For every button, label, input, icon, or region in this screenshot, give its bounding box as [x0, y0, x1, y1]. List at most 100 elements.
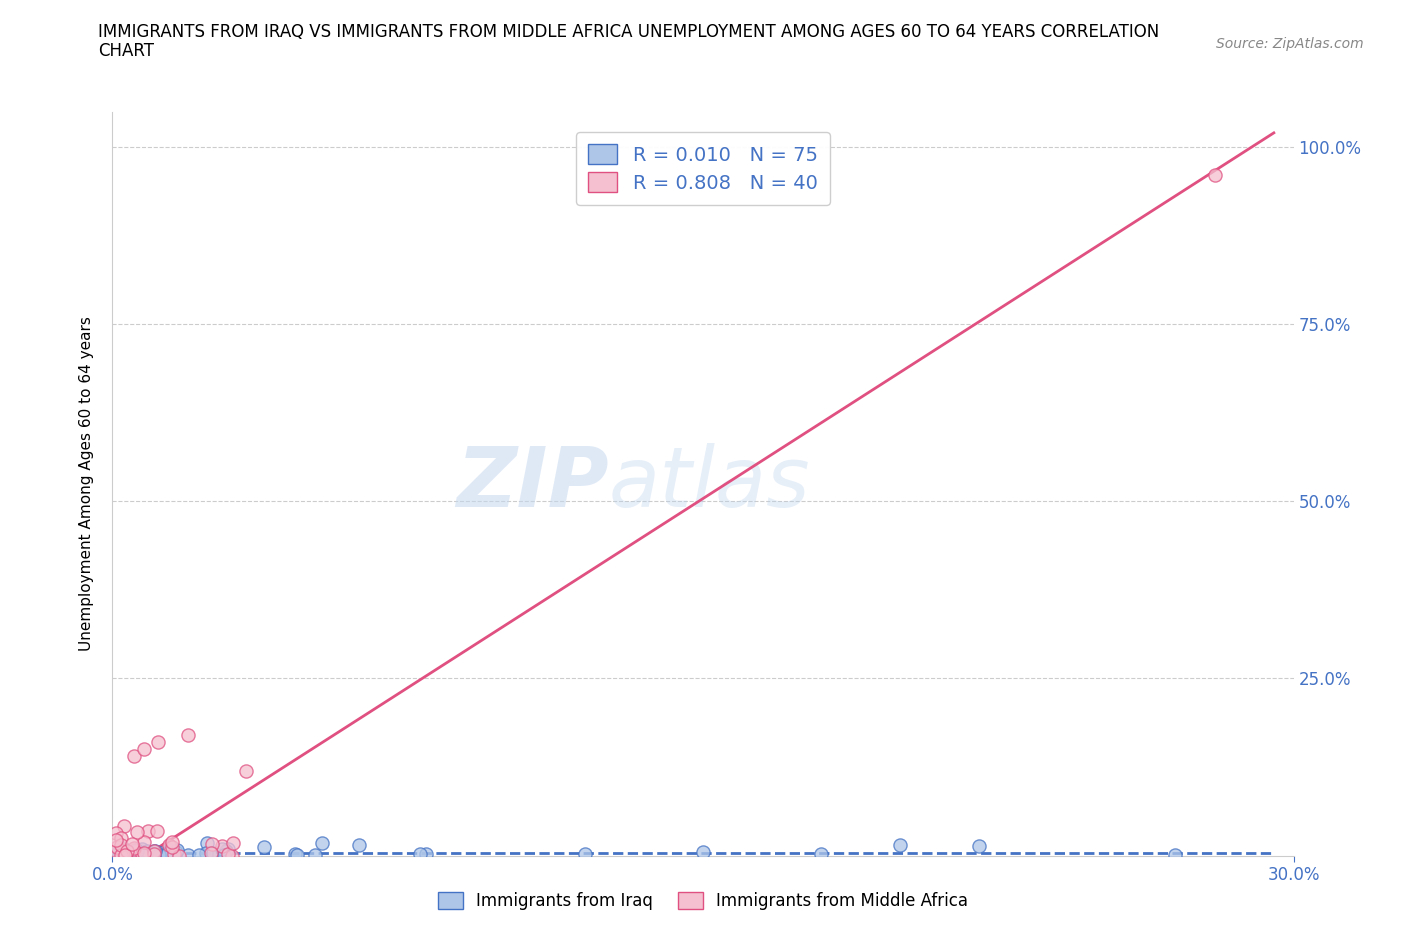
Point	[177, 847, 200, 862]
Point	[117, 848, 139, 863]
Point	[165, 844, 187, 859]
Point	[124, 846, 146, 861]
Point	[415, 846, 437, 861]
Point	[142, 847, 165, 862]
Point	[409, 847, 432, 862]
Point	[107, 848, 129, 863]
Point	[195, 836, 218, 851]
Point	[124, 749, 146, 764]
Point	[156, 846, 179, 861]
Point	[105, 847, 128, 862]
Point	[108, 847, 131, 862]
Point	[889, 838, 911, 853]
Point	[105, 847, 128, 862]
Point	[138, 846, 160, 861]
Point	[347, 838, 370, 853]
Text: ZIP: ZIP	[456, 443, 609, 525]
Point	[108, 844, 131, 859]
Point	[149, 845, 172, 860]
Point	[166, 843, 188, 857]
Text: CHART: CHART	[98, 42, 155, 60]
Point	[141, 848, 163, 863]
Point	[131, 848, 153, 863]
Point	[105, 844, 128, 858]
Point	[105, 844, 128, 859]
Point	[142, 844, 165, 858]
Point	[211, 848, 233, 863]
Point	[107, 848, 129, 863]
Point	[122, 840, 145, 855]
Point	[1204, 168, 1226, 183]
Point	[692, 844, 714, 859]
Point	[217, 842, 239, 857]
Point	[167, 848, 190, 863]
Point	[112, 818, 135, 833]
Point	[115, 844, 138, 859]
Point	[121, 844, 143, 859]
Point	[163, 846, 186, 861]
Y-axis label: Unemployment Among Ages 60 to 64 years: Unemployment Among Ages 60 to 64 years	[79, 316, 94, 651]
Point	[136, 824, 159, 839]
Point	[108, 845, 131, 860]
Point	[145, 844, 167, 858]
Point	[105, 848, 128, 863]
Point	[157, 837, 180, 852]
Point	[157, 843, 180, 857]
Point	[222, 836, 245, 851]
Point	[285, 848, 308, 863]
Point	[810, 847, 832, 862]
Point	[160, 835, 183, 850]
Point	[142, 844, 165, 858]
Point	[108, 848, 131, 863]
Point	[107, 840, 129, 855]
Point	[110, 847, 132, 862]
Point	[214, 848, 236, 863]
Point	[135, 844, 157, 858]
Point	[177, 727, 200, 742]
Point	[107, 844, 129, 858]
Point	[111, 841, 134, 856]
Point	[129, 847, 152, 862]
Point	[284, 846, 307, 861]
Point	[122, 843, 145, 857]
Point	[162, 840, 184, 855]
Text: Source: ZipAtlas.com: Source: ZipAtlas.com	[1216, 37, 1364, 51]
Point	[235, 764, 257, 778]
Legend: Immigrants from Iraq, Immigrants from Middle Africa: Immigrants from Iraq, Immigrants from Mi…	[432, 885, 974, 917]
Point	[105, 826, 128, 841]
Point	[131, 844, 153, 859]
Point	[217, 846, 239, 861]
Point	[112, 845, 135, 860]
Point	[105, 832, 128, 847]
Point	[127, 844, 149, 858]
Point	[146, 735, 169, 750]
Point	[148, 847, 170, 862]
Point	[110, 830, 132, 845]
Point	[105, 846, 128, 861]
Point	[121, 837, 143, 852]
Point	[112, 846, 135, 861]
Point	[208, 847, 231, 862]
Point	[112, 848, 135, 863]
Point	[112, 842, 135, 857]
Point	[195, 845, 218, 860]
Point	[120, 844, 142, 859]
Point	[132, 834, 155, 849]
Point	[105, 847, 128, 862]
Point	[132, 845, 155, 860]
Point	[253, 840, 276, 855]
Point	[131, 842, 153, 857]
Point	[125, 847, 148, 862]
Point	[114, 847, 136, 862]
Point	[131, 847, 153, 862]
Point	[211, 838, 233, 853]
Point	[129, 846, 152, 861]
Legend: R = 0.010   N = 75, R = 0.808   N = 40: R = 0.010 N = 75, R = 0.808 N = 40	[576, 132, 830, 205]
Point	[1164, 847, 1187, 862]
Point	[124, 843, 146, 857]
Point	[132, 742, 155, 757]
Text: atlas: atlas	[609, 443, 810, 525]
Point	[145, 824, 167, 839]
Point	[967, 839, 990, 854]
Point	[107, 847, 129, 862]
